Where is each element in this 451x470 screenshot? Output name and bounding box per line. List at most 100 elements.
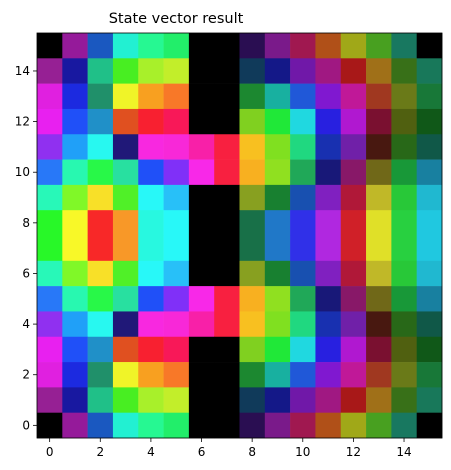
- heatmap-cell: [214, 83, 240, 110]
- heatmap-cell: [391, 286, 417, 312]
- x-tick-label: 10: [295, 445, 310, 459]
- heatmap-cell: [239, 108, 266, 135]
- heatmap-cell: [62, 311, 88, 338]
- heatmap-cell: [138, 311, 164, 338]
- heatmap-cell: [264, 387, 291, 413]
- heatmap-cell: [112, 108, 139, 135]
- heatmap-cell: [37, 387, 63, 413]
- heatmap-cell: [87, 210, 114, 236]
- heatmap-cell: [188, 83, 215, 110]
- heatmap-cell: [340, 362, 367, 388]
- x-tick-label: 12: [346, 445, 361, 459]
- heatmap-cell: [416, 336, 443, 363]
- heatmap-cell: [391, 362, 417, 388]
- heatmap-cell: [366, 235, 392, 262]
- heatmap-cell: [112, 362, 139, 388]
- heatmap-cell: [391, 210, 417, 236]
- heatmap-cell: [214, 362, 240, 388]
- heatmap-cell: [188, 362, 215, 388]
- heatmap-cell: [188, 184, 215, 211]
- heatmap-cell: [37, 260, 63, 287]
- heatmap-cell: [366, 336, 392, 363]
- heatmap-cell: [340, 286, 367, 312]
- heatmap-cell: [340, 210, 367, 236]
- heatmap-cell: [163, 387, 190, 413]
- heatmap-cell: [112, 134, 139, 160]
- heatmap-cell: [112, 159, 139, 186]
- heatmap-cell: [340, 134, 367, 160]
- heatmap-cell: [87, 235, 114, 262]
- heatmap-cell: [163, 134, 190, 160]
- heatmap-cell: [264, 83, 291, 110]
- heatmap-cell: [239, 235, 266, 262]
- heatmap-cell: [87, 134, 114, 160]
- heatmap-cell: [264, 235, 291, 262]
- heatmap-cell: [366, 210, 392, 236]
- heatmap-cell: [290, 134, 316, 160]
- heatmap-cell: [391, 412, 417, 439]
- heatmap-cell: [391, 83, 417, 110]
- heatmap-cell: [87, 412, 114, 439]
- heatmap-cell: [37, 210, 63, 236]
- heatmap-cell: [290, 362, 316, 388]
- heatmap-cell: [315, 134, 342, 160]
- heatmap-cell: [62, 362, 88, 388]
- heatmap-cell: [163, 260, 190, 287]
- heatmap-cell: [214, 184, 240, 211]
- heatmap-cell: [340, 58, 367, 84]
- heatmap-cell: [37, 235, 63, 262]
- heatmap-cell: [62, 260, 88, 287]
- heatmap-cell: [315, 362, 342, 388]
- heatmap-cell: [112, 336, 139, 363]
- heatmap-cell: [290, 184, 316, 211]
- heatmap-cell: [87, 58, 114, 84]
- heatmap-cell: [163, 33, 190, 59]
- heatmap-cell: [188, 387, 215, 413]
- heatmap-cell: [315, 108, 342, 135]
- heatmap-cell: [163, 362, 190, 388]
- heatmap-cell: [112, 412, 139, 439]
- heatmap-cell: [163, 159, 190, 186]
- heatmap-cell: [112, 210, 139, 236]
- heatmap-cell: [416, 134, 443, 160]
- heatmap-cell: [366, 412, 392, 439]
- heatmap-cell: [264, 58, 291, 84]
- heatmap-cell: [62, 134, 88, 160]
- heatmap-cell: [416, 311, 443, 338]
- heatmap-cell: [163, 235, 190, 262]
- heatmap-cell: [62, 33, 88, 59]
- heatmap-cell: [188, 336, 215, 363]
- heatmap-cell: [239, 311, 266, 338]
- heatmap-cell: [416, 235, 443, 262]
- heatmap-cell: [416, 387, 443, 413]
- heatmap-cell: [315, 159, 342, 186]
- heatmap-cell: [214, 108, 240, 135]
- heatmap-cell: [340, 33, 367, 59]
- heatmap-cell: [163, 184, 190, 211]
- heatmap-cell: [188, 260, 215, 287]
- heatmap-cell: [391, 108, 417, 135]
- heatmap-cell: [214, 159, 240, 186]
- heatmap-cell: [112, 260, 139, 287]
- heatmap-cell: [239, 83, 266, 110]
- heatmap-cell: [416, 159, 443, 186]
- heatmap-cell: [239, 134, 266, 160]
- heatmap-cell: [239, 286, 266, 312]
- heatmap-cell: [112, 311, 139, 338]
- heatmap-cell: [138, 235, 164, 262]
- y-tick-label: 8: [22, 216, 30, 230]
- y-tick-label: 0: [22, 418, 30, 432]
- heatmap-cell: [214, 336, 240, 363]
- heatmap-cell: [264, 336, 291, 363]
- heatmap-cell: [290, 311, 316, 338]
- heatmap-cell: [214, 58, 240, 84]
- heatmap-cell: [37, 184, 63, 211]
- x-axis: 0 2 4 6 8 10 12 14: [46, 438, 412, 459]
- heatmap-cell: [366, 159, 392, 186]
- heatmap-cell: [315, 286, 342, 312]
- heatmap-cell: [290, 210, 316, 236]
- plot-frame: [36, 32, 443, 439]
- heatmap-cell: [315, 311, 342, 338]
- heatmap-cell: [315, 33, 342, 59]
- heatmap-cell: [87, 311, 114, 338]
